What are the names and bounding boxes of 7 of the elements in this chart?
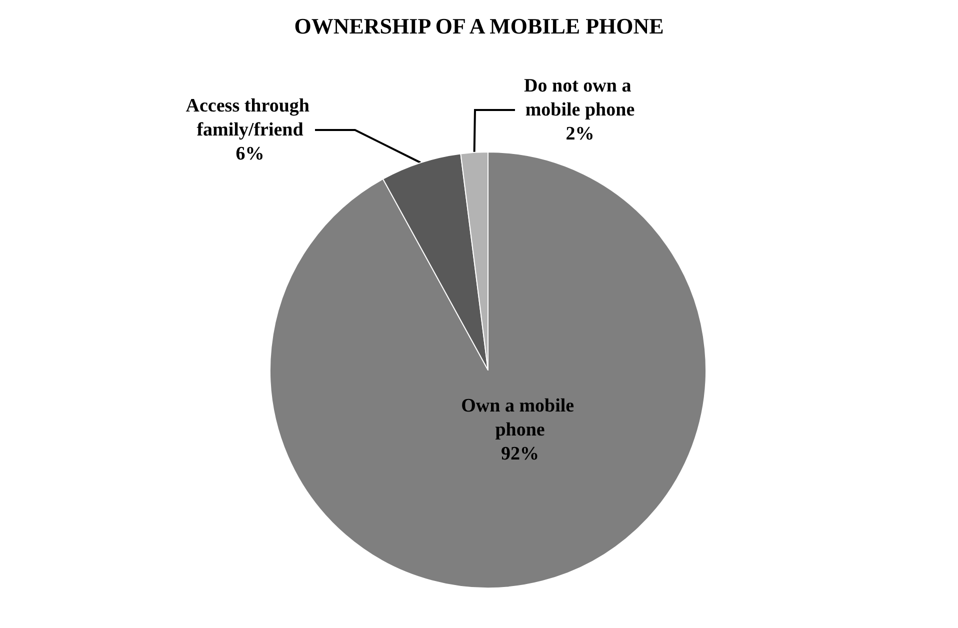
slice-label: Access through family/friend <box>186 96 314 140</box>
data-label: 2% <box>566 124 594 144</box>
data-label: 6% <box>236 144 264 164</box>
chart-title: OWNERSHIP OF A MOBILE PHONE <box>294 14 664 38</box>
slice-label: Own a mobile phone <box>461 396 579 440</box>
slice-label: Do not own a mobile phone <box>524 76 636 120</box>
data-label: 92% <box>501 444 539 464</box>
